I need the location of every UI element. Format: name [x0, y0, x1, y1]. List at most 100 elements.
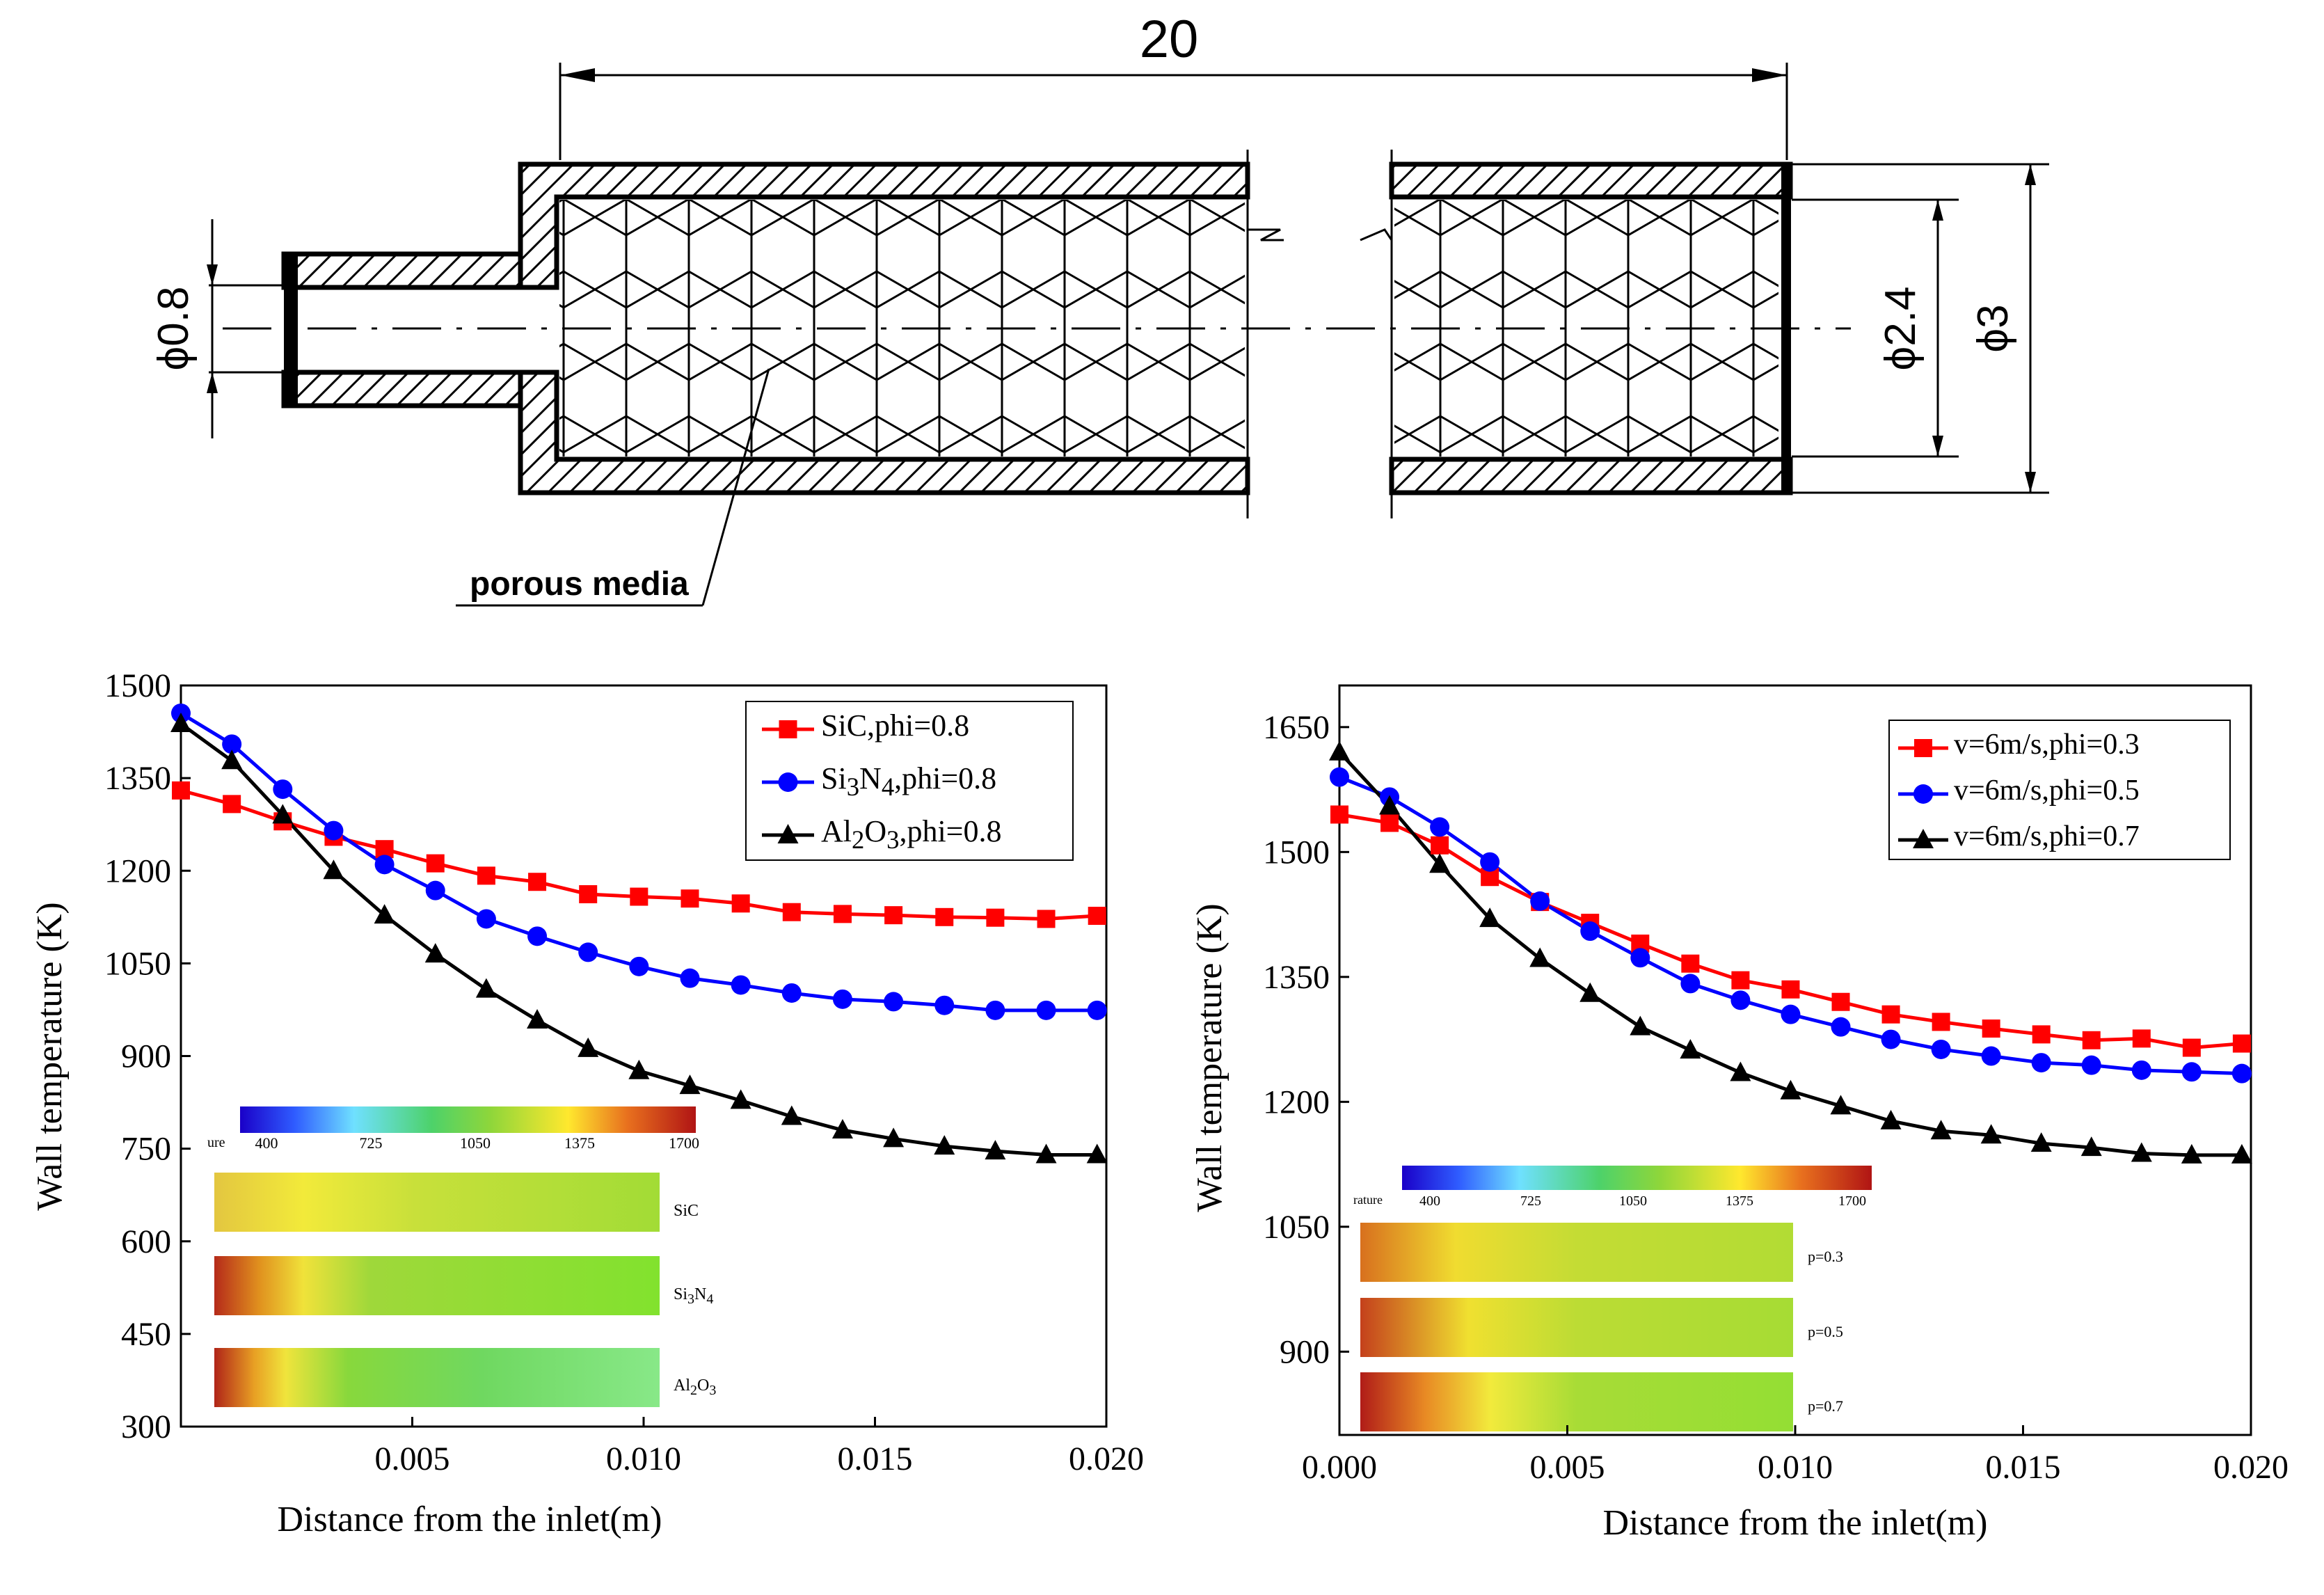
circle-marker: [2031, 1053, 2051, 1073]
y-tick-label: 1650: [1263, 709, 1330, 746]
length-label: 20: [1140, 10, 1199, 69]
legend-label: v=6m/s,phi=0.7: [1954, 820, 2140, 852]
contour-strip-p03: [1360, 1223, 1793, 1282]
triangle-marker: [578, 1037, 599, 1057]
circle-marker: [1036, 1000, 1056, 1020]
outer-diameter-label: ϕ3: [1969, 304, 2017, 352]
circle-marker: [731, 975, 751, 995]
axis-ticks: [181, 684, 1108, 1428]
square-marker: [779, 720, 797, 738]
y-tick-label: 300: [121, 1408, 171, 1445]
circle-marker: [1087, 1000, 1107, 1020]
triangle-marker: [1780, 1079, 1801, 1100]
y-tick-label: 1200: [1263, 1084, 1330, 1120]
circle-marker: [629, 956, 649, 976]
inlet-wall-top: [281, 251, 541, 290]
circle-marker: [1981, 1046, 2001, 1066]
square-marker: [172, 781, 190, 800]
circle-marker: [1831, 1017, 1851, 1037]
x-tick-label: 0.015: [838, 1441, 913, 1477]
triangle-marker: [2181, 1143, 2202, 1164]
circle-marker: [527, 926, 548, 946]
x-tick-label: 0.015: [1986, 1449, 2061, 1486]
square-marker: [782, 903, 801, 921]
contour-strip-sic: [214, 1173, 660, 1232]
square-marker: [833, 905, 852, 923]
circle-marker: [222, 734, 242, 754]
triangle-marker: [1730, 1061, 1751, 1081]
triangle-marker: [1913, 829, 1934, 848]
x-axis-label: Distance from the inlet(m): [1602, 1503, 1987, 1543]
circle-marker: [2081, 1055, 2101, 1075]
series-markers: [1329, 740, 2252, 1164]
circle-marker: [884, 992, 904, 1012]
circle-marker: [374, 855, 395, 875]
y-axis-label: Wall temperature (K): [30, 902, 70, 1210]
triangle-marker: [475, 978, 497, 998]
arrowhead-right: [1752, 68, 1787, 82]
triangle-marker: [777, 824, 799, 843]
triangle-marker: [1630, 1015, 1651, 1035]
square-marker: [1881, 1005, 1900, 1024]
arrowhead-inner-bottom: [1932, 436, 1943, 457]
circle-marker: [273, 779, 293, 800]
triangle-marker: [221, 749, 243, 770]
contour-strip-p05: [1360, 1298, 1793, 1357]
y-tick-label: 600: [121, 1223, 171, 1260]
contour-strip-label: p=0.5: [1808, 1322, 1843, 1340]
contour-strip-p07: [1360, 1372, 1793, 1431]
colorbar-label: ure: [207, 1135, 225, 1150]
x-tick-label: 0.005: [1530, 1449, 1605, 1486]
y-tick-label: 1500: [104, 667, 171, 704]
legend-label: Al2O3,phi=0.8: [821, 814, 1002, 854]
circle-marker: [578, 942, 598, 962]
square-marker: [1932, 1013, 1950, 1031]
triangle-marker: [1035, 1143, 1057, 1164]
circle-marker: [324, 820, 344, 841]
square-marker: [528, 873, 547, 891]
circle-marker: [934, 995, 955, 1015]
triangle-marker: [628, 1059, 650, 1079]
square-marker: [2232, 1034, 2251, 1053]
triangle-marker: [1429, 853, 1451, 873]
triangle-marker: [2080, 1136, 2102, 1157]
triangle-marker: [934, 1135, 955, 1155]
tick-labels: 0.000 0.005 0.010 0.015 0.020 900 1050 1200 1350…: [1263, 709, 2289, 1486]
inlet-wall-bottom: [281, 370, 541, 408]
legend-label: SiC,phi=0.8: [821, 708, 970, 743]
contour-inset: ure 400 725 1050 1375 1700: [207, 1106, 699, 1407]
square-marker: [1681, 954, 1700, 973]
square-marker: [477, 866, 495, 885]
square-marker: [731, 894, 750, 913]
y-tick-label: 900: [1280, 1333, 1330, 1370]
legend-label: v=6m/s,phi=0.5: [1954, 774, 2140, 807]
circle-marker: [1530, 891, 1550, 911]
square-marker: [630, 887, 648, 906]
triangle-marker: [2030, 1132, 2052, 1152]
triangle-marker: [527, 1009, 548, 1029]
triangle-marker: [1086, 1143, 1108, 1164]
inlet-diameter-label: ϕ0.8: [150, 287, 198, 371]
colorbar-tick: 725: [360, 1134, 383, 1152]
arrowhead-left: [560, 68, 595, 82]
circle-marker: [2131, 1060, 2151, 1080]
colorbar-tick: 1375: [1726, 1193, 1753, 1209]
triangle-marker: [424, 943, 446, 963]
y-tick-label: 1350: [1263, 959, 1330, 996]
porous-burner-diagram: 20 ϕ0.8 ϕ2.4 ϕ3 porous media: [150, 10, 2049, 607]
square-marker: [223, 795, 241, 814]
triangle-marker: [1379, 795, 1401, 815]
circle-marker: [2181, 1062, 2202, 1082]
circle-marker: [680, 968, 700, 988]
circle-marker: [1730, 990, 1751, 1010]
triangle-marker: [781, 1105, 802, 1125]
triangle-marker: [730, 1089, 751, 1109]
square-marker: [884, 906, 903, 925]
square-marker: [2182, 1038, 2201, 1057]
colorbar: [1402, 1166, 1872, 1190]
triangle-marker: [2131, 1142, 2152, 1162]
y-tick-label: 1200: [104, 852, 171, 889]
square-marker: [1731, 971, 1750, 990]
callout-label: porous media: [470, 566, 689, 603]
